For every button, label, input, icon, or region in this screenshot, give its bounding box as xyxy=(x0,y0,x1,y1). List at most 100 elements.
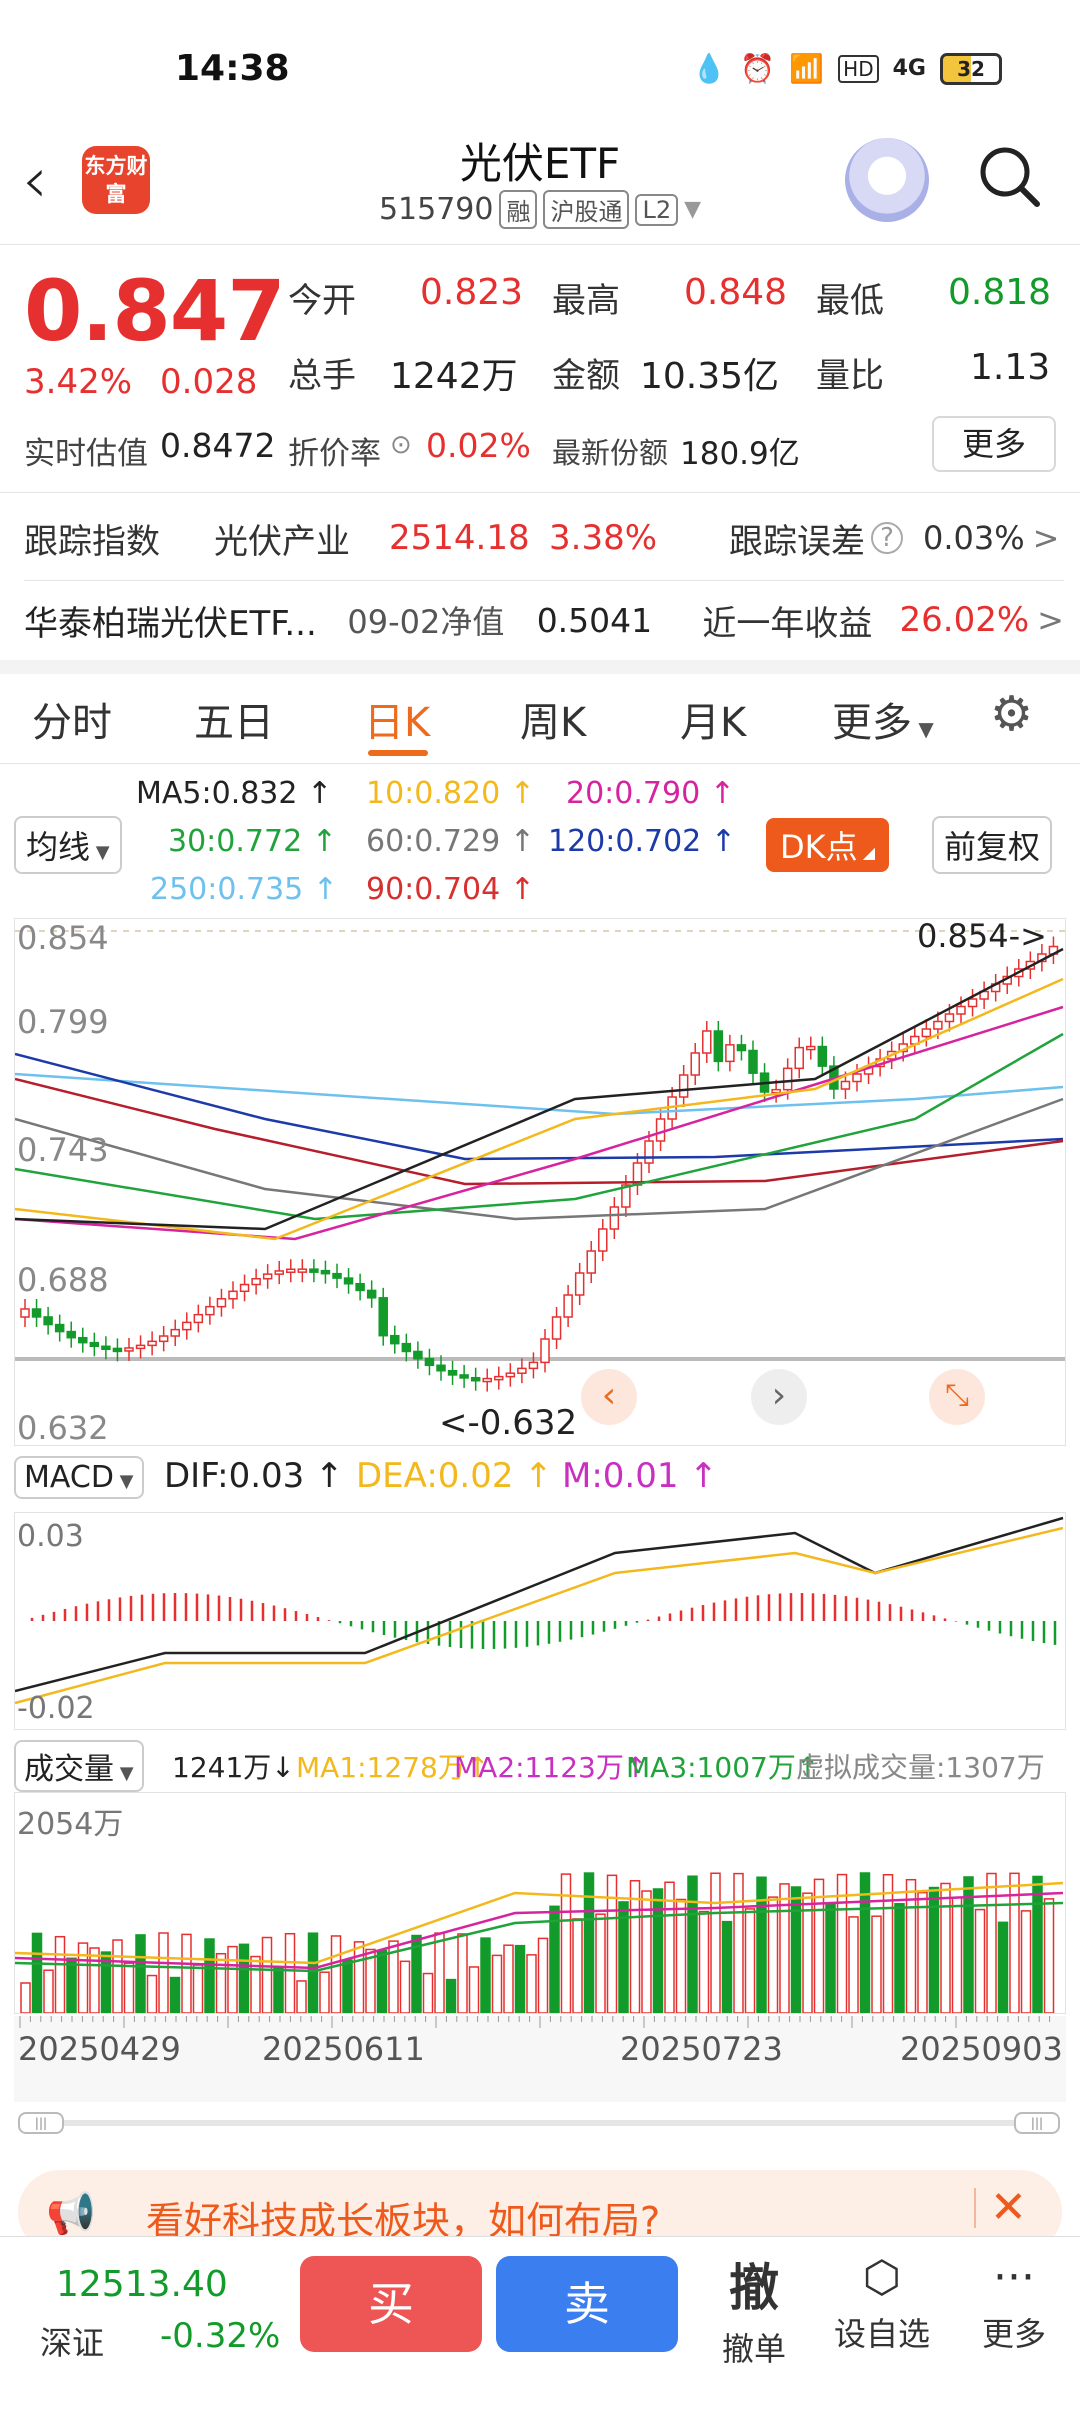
index-value[interactable]: 12513.40 xyxy=(56,2264,228,2305)
volume-bar xyxy=(733,1872,744,2013)
status-bar: 14:38 💧 ⏰ 📶 HD 4G 32 xyxy=(0,0,1080,140)
tracking-row[interactable]: 跟踪指数 光伏产业 2514.18 3.38% 跟踪误差 ? 0.03% > xyxy=(24,512,1064,564)
volume-bar xyxy=(422,1972,434,2013)
more-dots-icon[interactable]: ⊙ xyxy=(390,430,412,460)
volume-bar xyxy=(986,1872,997,2013)
candle xyxy=(147,1340,157,1347)
macd-dea: DEA:0.02 ↑ xyxy=(356,1456,553,1496)
volume-bar xyxy=(652,1888,664,2013)
price-axis-label: 0.799 xyxy=(17,1003,109,1041)
level2-tag: L2 xyxy=(635,193,679,226)
candle xyxy=(31,1308,42,1318)
security-code-row[interactable]: 515790 融 沪股通 L2 ▼ xyxy=(0,190,1080,229)
index-name[interactable]: 深证 xyxy=(40,2324,105,2362)
volume-bar xyxy=(951,1896,963,2013)
assistant-robot-icon[interactable] xyxy=(845,138,929,222)
candle xyxy=(366,1289,377,1299)
volume-selector[interactable]: 成交量 ▼ xyxy=(14,1740,144,1792)
search-icon[interactable] xyxy=(975,142,1045,228)
candle xyxy=(944,1013,955,1023)
volume-bar xyxy=(664,1881,675,2013)
tab-weekly-k[interactable]: 周K xyxy=(520,700,587,746)
more-menu-button[interactable]: ··· 更多 xyxy=(982,2252,1046,2355)
app-logo[interactable]: 东方财富 xyxy=(82,146,150,214)
chevron-right-icon[interactable]: › xyxy=(751,1369,807,1425)
iopv-value: 0.8472 xyxy=(160,426,276,465)
volume-bar xyxy=(974,1908,986,2013)
margin-tag: 融 xyxy=(499,190,538,229)
volume-bar xyxy=(227,1945,238,2013)
macd-axis-top: 0.03 xyxy=(17,1519,84,1554)
price-axis-label: 0.743 xyxy=(17,1131,109,1169)
expand-icon[interactable]: ⤡ xyxy=(929,1369,985,1425)
candle xyxy=(262,1273,273,1280)
volume-bar xyxy=(445,1978,457,2013)
virtual-volume: 虚拟成交量:1307万 xyxy=(796,1751,1045,1784)
settings-gear-icon[interactable]: ⚙ xyxy=(990,686,1034,742)
candle xyxy=(655,1118,666,1142)
ma-selector[interactable]: 均线 ▼ xyxy=(14,816,122,874)
slider-left-handle[interactable]: ||| xyxy=(18,2112,64,2134)
candle xyxy=(806,1045,816,1051)
cancel-order-button[interactable]: 撤 撤单 xyxy=(722,2248,786,2370)
volume-chart[interactable]: 2054万 xyxy=(14,1792,1066,2014)
fund-row[interactable]: 华泰柏瑞光伏ETF... 09-02净值 0.5041 近一年收益 26.02%… xyxy=(24,594,1064,646)
high-value: 0.848 xyxy=(684,272,788,313)
tab-intraday[interactable]: 分时 xyxy=(32,700,112,746)
candle xyxy=(78,1336,88,1344)
volume-bar xyxy=(457,1933,468,2013)
tab-more-label: 更多 xyxy=(832,700,912,746)
candle xyxy=(66,1330,76,1339)
candle xyxy=(170,1328,180,1337)
volume-bar xyxy=(388,1940,399,2013)
ma10-legend: 10:0.820 ↑ xyxy=(366,776,535,811)
ma90-legend: 90:0.704 ↑ xyxy=(366,872,535,907)
tab-monthly-k[interactable]: 月K xyxy=(680,700,747,746)
volume-bar xyxy=(284,1932,296,2013)
volume-ma2: MA2:1123万↑ xyxy=(454,1751,648,1784)
more-button[interactable]: 更多 xyxy=(932,416,1056,472)
macd-selector[interactable]: MACD ▼ xyxy=(14,1456,144,1499)
adjust-selector[interactable]: 前复权 xyxy=(932,816,1053,874)
more-dots-icon: ··· xyxy=(993,2252,1035,2303)
ma120-legend: 120:0.702 ↑ xyxy=(548,824,736,859)
ma-line xyxy=(15,947,1064,1231)
tab-daily-k[interactable]: 日K xyxy=(364,700,431,746)
volume-bar xyxy=(20,1982,31,2013)
tab-more[interactable]: 更多 ▼ xyxy=(832,690,934,748)
fund-name: 华泰柏瑞光伏ETF... xyxy=(24,603,317,644)
date-axis: 20250429 20250611 20250723 20250903 xyxy=(14,2016,1066,2102)
candle xyxy=(609,1206,620,1230)
help-icon[interactable]: ? xyxy=(871,522,903,554)
kline-chart[interactable]: 0.854 0.799 0.743 0.688 0.632 0.854-> <-… xyxy=(14,917,1066,1447)
candle xyxy=(586,1250,596,1274)
volume-bar xyxy=(123,1962,135,2013)
volume-bar xyxy=(261,1936,273,2013)
back-icon[interactable]: ‹ xyxy=(22,144,48,218)
volume-bar xyxy=(997,1921,1009,2013)
macd-dea-line xyxy=(15,1526,1064,1705)
wifi-icon: 📶 xyxy=(789,52,825,85)
candle xyxy=(690,1052,700,1076)
macd-chart[interactable]: 0.03 -0.02 xyxy=(14,1512,1066,1730)
slider-right-handle[interactable]: ||| xyxy=(1014,2112,1060,2134)
buy-button[interactable]: 买 xyxy=(300,2256,482,2352)
sell-button[interactable]: 卖 xyxy=(496,2256,678,2352)
add-watchlist-button[interactable]: ⬡ 设自选 xyxy=(834,2252,930,2355)
candle xyxy=(101,1345,111,1351)
candle xyxy=(736,1044,747,1052)
volume-bar xyxy=(491,1954,503,2013)
section-gap xyxy=(0,660,1080,674)
dk-point-button[interactable]: DK点 ◢ xyxy=(766,818,890,872)
range-slider[interactable]: ||| ||| xyxy=(18,2112,1062,2134)
close-icon[interactable]: ✕ xyxy=(990,2182,1027,2233)
chevron-left-icon[interactable]: ‹ xyxy=(581,1369,637,1425)
tab-five-day[interactable]: 五日 xyxy=(194,700,274,746)
more-label: 更多 xyxy=(982,2315,1047,2353)
volume-bar xyxy=(744,1908,756,2013)
index-pct[interactable]: -0.32% xyxy=(160,2316,281,2356)
volume-bar xyxy=(1009,1872,1020,2013)
ma-line xyxy=(15,1077,1064,1186)
volume-value: 1242万 xyxy=(390,356,518,397)
candle xyxy=(182,1321,192,1331)
